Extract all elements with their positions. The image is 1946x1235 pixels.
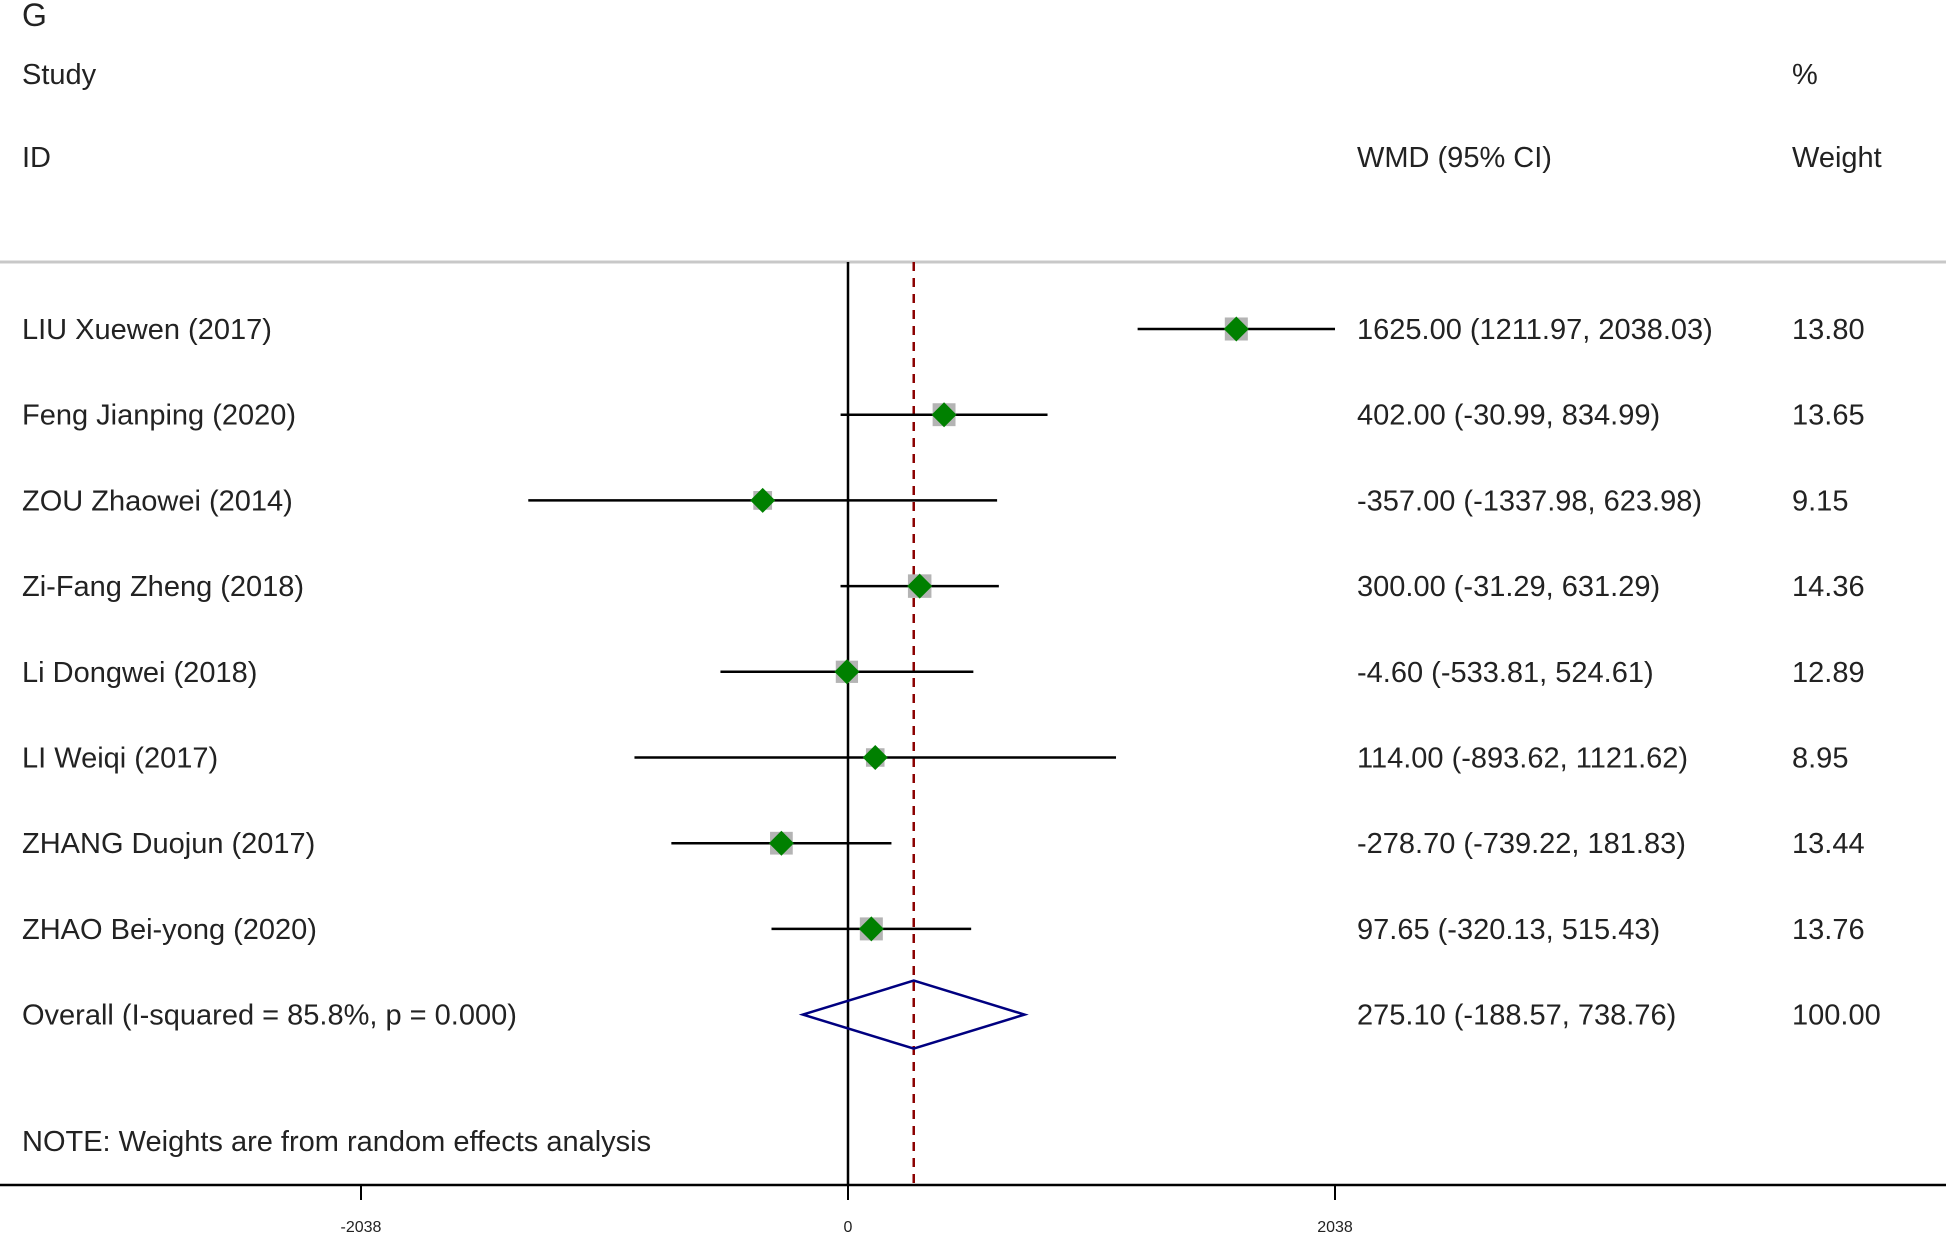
plot-layer: LIU Xuewen (2017) 1625.00 (1211.97, 2038.… bbox=[22, 262, 1881, 1235]
study-point-estimate bbox=[862, 745, 888, 770]
study-point-estimate bbox=[858, 916, 884, 942]
study-weight-text: 8.95 bbox=[1792, 743, 1848, 775]
study-ci-text: 1625.00 (1211.97, 2038.03) bbox=[1357, 314, 1713, 346]
study-ci-text: -278.70 (-739.22, 181.83) bbox=[1357, 828, 1686, 860]
study-label: Li Dongwei (2018) bbox=[22, 657, 257, 689]
study-weight-text: 13.65 bbox=[1792, 400, 1865, 432]
panel-label: G bbox=[22, 0, 47, 33]
study-point-estimate bbox=[1223, 316, 1249, 342]
study-weight-text: 13.44 bbox=[1792, 828, 1865, 860]
x-tick-label: -2038 bbox=[341, 1219, 382, 1235]
weight-header-line1: % bbox=[1792, 59, 1818, 91]
study-point-estimate bbox=[750, 487, 776, 513]
overall-label: Overall (I-squared = 85.8%, p = 0.000) bbox=[22, 1000, 517, 1032]
study-point-estimate bbox=[931, 402, 957, 428]
study-ci-text: 114.00 (-893.62, 1121.62) bbox=[1357, 743, 1688, 775]
study-weight-text: 13.80 bbox=[1792, 314, 1865, 346]
note-text: NOTE: Weights are from random effects an… bbox=[22, 1126, 651, 1158]
study-label: Zi-Fang Zheng (2018) bbox=[22, 571, 304, 603]
study-point-estimate bbox=[907, 573, 933, 599]
study-label: ZHANG Duojun (2017) bbox=[22, 828, 315, 860]
overall-weight-text: 100.00 bbox=[1792, 1000, 1881, 1032]
study-weight-text: 12.89 bbox=[1792, 657, 1865, 689]
study-point-estimate bbox=[834, 659, 860, 685]
x-tick-label: 2038 bbox=[1317, 1219, 1353, 1235]
study-label: ZOU Zhaowei (2014) bbox=[22, 485, 293, 517]
study-weight-text: 13.76 bbox=[1792, 914, 1865, 946]
study-ci-text: 97.65 (-320.13, 515.43) bbox=[1357, 914, 1660, 946]
effect-header: WMD (95% CI) bbox=[1357, 142, 1552, 174]
study-ci-text: -4.60 (-533.81, 524.61) bbox=[1357, 657, 1654, 689]
overall-diamond bbox=[798, 979, 1029, 1050]
weight-header-line2: Weight bbox=[1792, 142, 1882, 174]
overall-ci-text: 275.10 (-188.57, 738.76) bbox=[1357, 1000, 1676, 1032]
study-ci-text: -357.00 (-1337.98, 623.98) bbox=[1357, 485, 1702, 517]
study-weight-text: 9.15 bbox=[1792, 485, 1848, 517]
study-header-line2: ID bbox=[22, 142, 51, 174]
study-label: LIU Xuewen (2017) bbox=[22, 314, 272, 346]
study-weight-text: 14.36 bbox=[1792, 571, 1865, 603]
study-label: Feng Jianping (2020) bbox=[22, 400, 296, 432]
study-point-estimate bbox=[768, 830, 794, 856]
study-label: LI Weiqi (2017) bbox=[22, 743, 218, 775]
study-label: ZHAO Bei-yong (2020) bbox=[22, 914, 317, 946]
study-header-line1: Study bbox=[22, 59, 97, 91]
study-ci-text: 300.00 (-31.29, 631.29) bbox=[1357, 571, 1660, 603]
study-ci-text: 402.00 (-30.99, 834.99) bbox=[1357, 400, 1660, 432]
x-tick-label: 0 bbox=[844, 1219, 853, 1235]
